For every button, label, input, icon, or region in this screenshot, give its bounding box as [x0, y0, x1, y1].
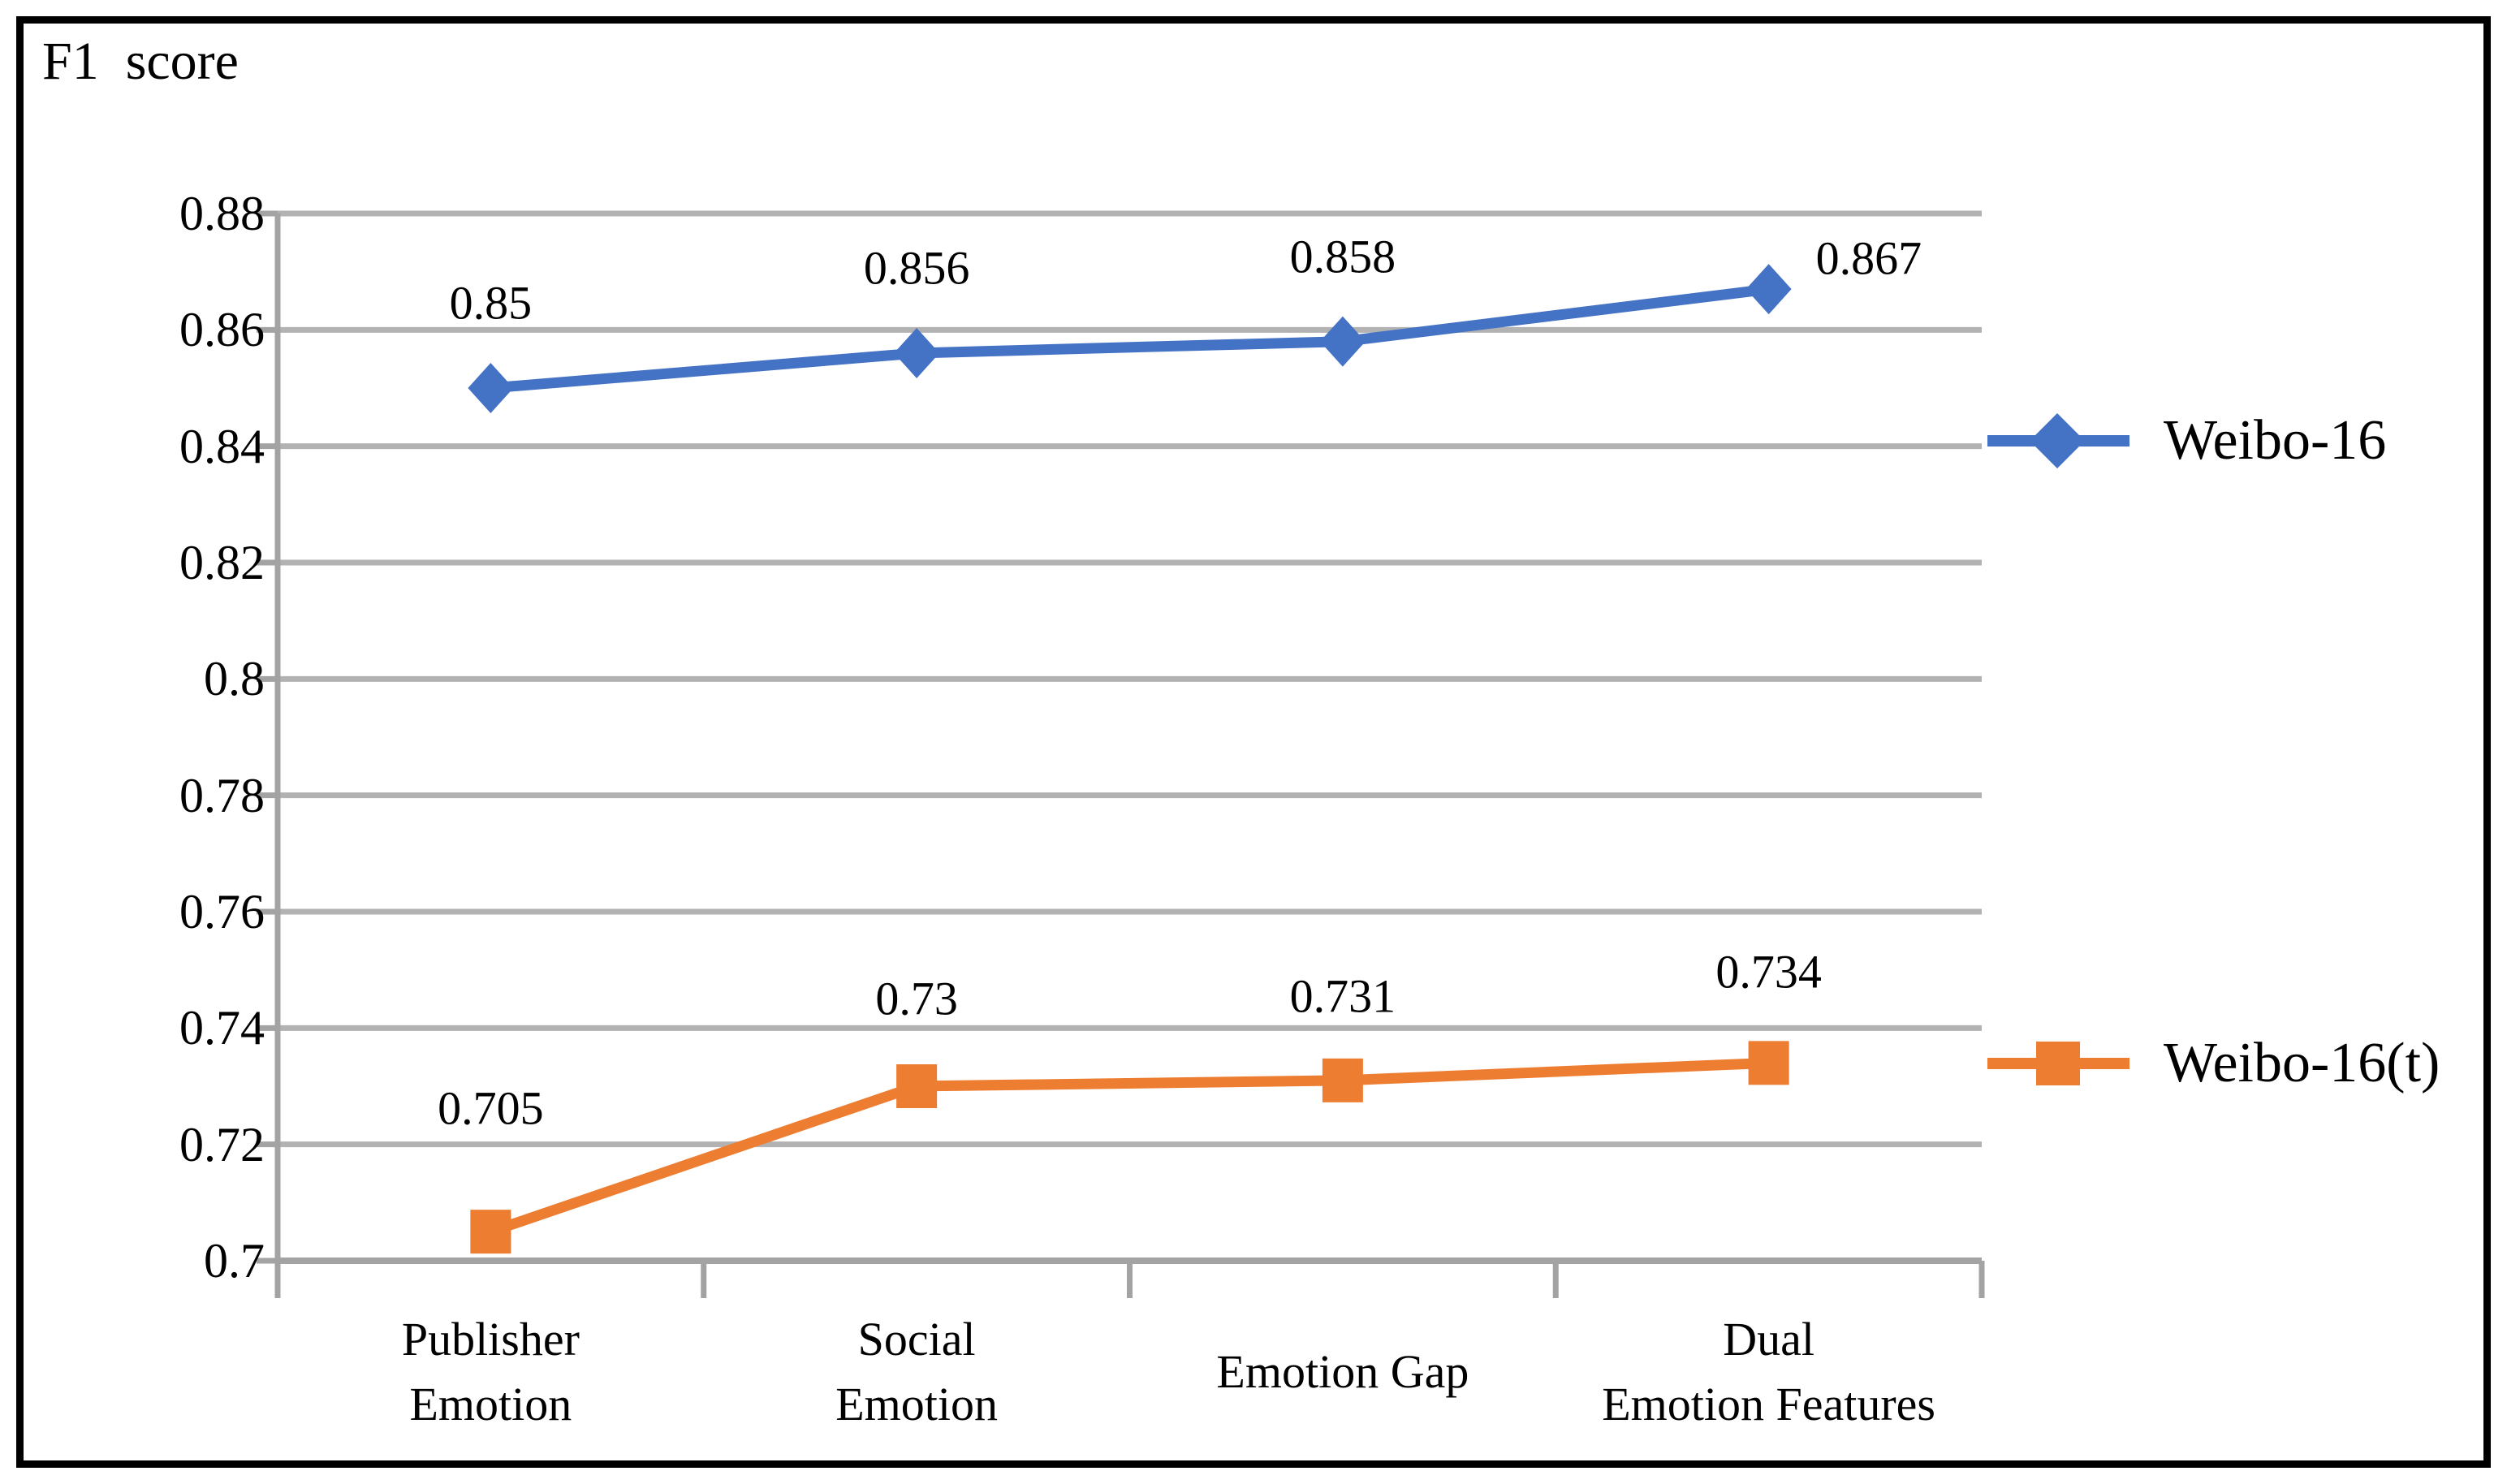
square-marker — [896, 1064, 938, 1108]
x-axis-label-line: Emotion Features — [1602, 1378, 1935, 1430]
diamond-icon — [2030, 413, 2085, 468]
data-point-label: 0.705 — [438, 1081, 544, 1135]
x-axis-label-line: Dual — [1723, 1313, 1814, 1365]
square-marker — [1748, 1041, 1789, 1085]
y-axis-tick-label: 0.74 — [179, 1001, 265, 1055]
data-point-label: 0.856 — [863, 241, 970, 295]
chart-title: F1 score — [42, 32, 239, 91]
square-marker — [1322, 1058, 1363, 1102]
diamond-marker — [468, 363, 514, 413]
y-axis-tick-label: 0.76 — [179, 885, 265, 938]
y-axis-tick-label: 0.72 — [179, 1117, 265, 1171]
x-axis-category-label: Social Emotion — [657, 1301, 1176, 1443]
legend-item-Weibo-16(t): Weibo-16(t) — [1987, 1025, 2440, 1102]
data-point-label: 0.73 — [875, 972, 958, 1025]
y-axis-tick-label: 0.82 — [179, 536, 265, 589]
legend-label: Weibo-16(t) — [2164, 1032, 2440, 1094]
series-line-Weibo-16 — [485, 283, 1775, 394]
data-point-label: 0.867 — [1815, 231, 1922, 285]
diamond-marker — [1319, 316, 1366, 367]
diamond-marker — [1745, 264, 1792, 315]
y-axis-tick-label: 0.84 — [179, 419, 265, 473]
diamond-marker — [894, 328, 940, 378]
y-axis-tick-label: 0.7 — [204, 1234, 265, 1288]
series-line-Weibo-16(t) — [485, 1057, 1775, 1237]
y-axis-tick-label: 0.8 — [204, 652, 265, 706]
data-point-label: 0.85 — [449, 276, 533, 330]
x-axis-category-label: Dual Emotion Features — [1509, 1301, 2029, 1443]
square-icon — [2036, 1042, 2080, 1085]
x-axis-label-line: Emotion Gap — [1216, 1345, 1469, 1398]
x-axis-label-line: Social — [857, 1313, 976, 1365]
data-point-label: 0.734 — [1715, 945, 1822, 999]
x-axis-label-line: Publisher — [401, 1313, 580, 1365]
y-axis-tick-label: 0.86 — [179, 303, 265, 357]
legend-square-marker-icon — [1987, 1025, 2129, 1102]
x-axis-label-line: Emotion — [409, 1378, 572, 1430]
data-point-label: 0.858 — [1289, 230, 1396, 283]
legend-diamond-marker-icon — [1987, 402, 2129, 480]
y-axis-tick-label: 0.88 — [179, 187, 265, 240]
data-point-label: 0.731 — [1289, 969, 1396, 1023]
square-marker — [470, 1210, 511, 1254]
x-axis-label-line: Emotion — [835, 1378, 999, 1430]
legend-label: Weibo-16 — [2164, 409, 2387, 472]
x-axis-category-label: Emotion Gap — [1083, 1301, 1603, 1443]
x-axis-category-label: Publisher Emotion — [231, 1301, 750, 1443]
y-axis-tick-label: 0.78 — [179, 768, 265, 822]
legend-item-Weibo-16: Weibo-16 — [1987, 402, 2386, 480]
